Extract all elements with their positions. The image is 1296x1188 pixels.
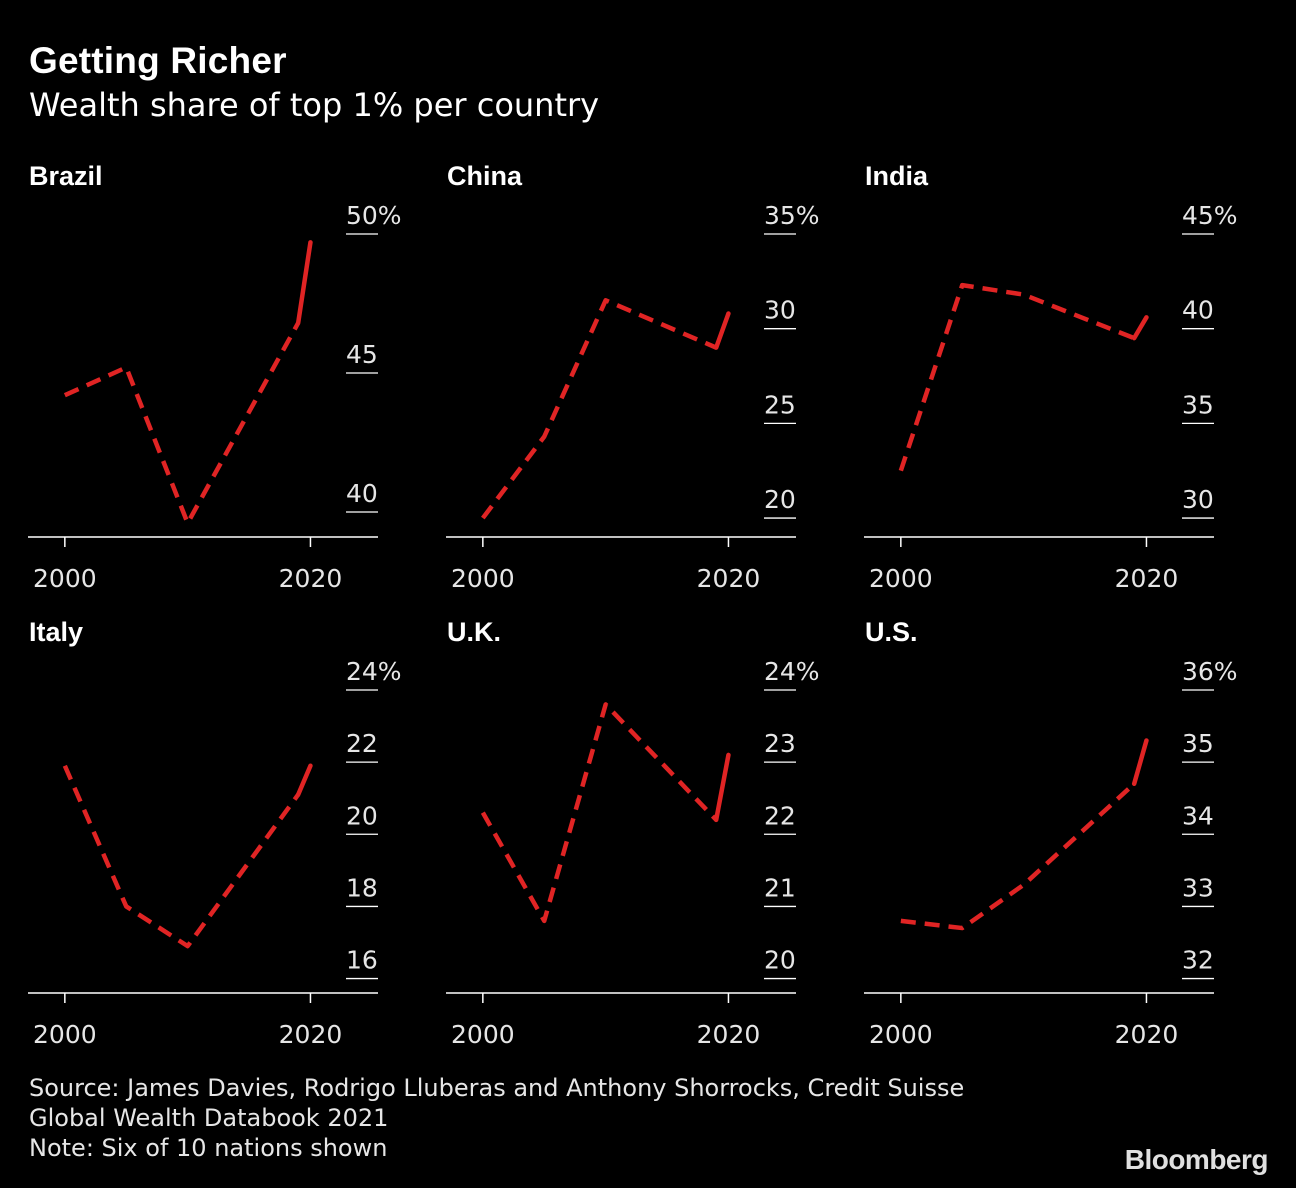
series-line-latest-india — [1131, 315, 1149, 341]
y-tick-label-india-1: 35 — [1182, 390, 1214, 419]
y-tick-label-india-2: 40 — [1182, 296, 1214, 325]
panel-india: India 30 35 40 45% 2000 2020 — [864, 161, 1238, 593]
panel-brazil: Brazil 40 45 50% 2000 2020 — [28, 161, 402, 593]
series-line-dashed-italy — [62, 764, 300, 949]
y-tick-label-u-s-4: 36% — [1182, 657, 1238, 686]
series-line-latest-china — [713, 311, 731, 350]
y-tick-label-brazil-1: 45 — [346, 340, 378, 369]
y-tick-label-india-0: 30 — [1182, 485, 1214, 514]
chart-title: Getting Richer — [29, 40, 287, 81]
y-tick-label-china-2: 30 — [764, 296, 796, 325]
source-note: Source: James Davies, Rodrigo Lluberas a… — [29, 1074, 965, 1102]
y-tick-label-u-s-3: 35 — [1182, 729, 1214, 758]
y-tick-label-u-s-1: 33 — [1182, 873, 1214, 902]
panel-title-u-k: U.K. — [447, 617, 501, 647]
panel-u-k: U.K. 20 21 22 23 24% 2000 2020 — [446, 617, 820, 1049]
x-tick-label-india-1: 2020 — [1115, 564, 1179, 593]
series-line-dashed-china — [481, 298, 718, 520]
y-tick-label-italy-2: 20 — [346, 801, 378, 830]
x-tick-label-u-k-1: 2020 — [697, 1020, 761, 1049]
y-tick-label-u-s-0: 32 — [1182, 946, 1214, 975]
x-tick-label-u-s-1: 2020 — [1115, 1020, 1179, 1049]
y-tick-label-brazil-2: 50% — [346, 201, 402, 230]
series-line-dashed-india — [898, 282, 1136, 472]
series-line-latest-u-k — [713, 752, 731, 823]
chart-subtitle: Wealth share of top 1% per country — [29, 86, 600, 124]
y-tick-label-u-k-0: 20 — [764, 946, 796, 975]
x-tick-label-india-0: 2000 — [869, 564, 933, 593]
panel-title-italy: Italy — [29, 617, 83, 647]
panel-china: China 20 25 30 35% 2000 2020 — [446, 161, 820, 593]
x-tick-label-brazil-0: 2000 — [33, 564, 97, 593]
y-tick-label-china-1: 25 — [764, 390, 796, 419]
panel-italy: Italy 16 18 20 22 24% 2000 2020 — [28, 617, 402, 1049]
series-line-latest-italy — [295, 763, 313, 797]
panel-title-india: India — [865, 161, 929, 191]
series-line-dashed-u-k — [480, 702, 718, 924]
x-tick-label-u-k-0: 2000 — [451, 1020, 515, 1049]
panel-title-china: China — [447, 161, 523, 191]
panel-title-brazil: Brazil — [29, 161, 103, 191]
series-line-dashed-brazil — [63, 321, 301, 526]
panel-u-s: U.S. 32 33 34 35 36% 2000 2020 — [864, 617, 1238, 1049]
y-tick-label-u-s-2: 34 — [1182, 801, 1214, 830]
series-line-latest-brazil — [295, 240, 313, 326]
source-note-continued: Global Wealth Databook 2021 — [29, 1104, 389, 1132]
x-tick-label-italy-1: 2020 — [279, 1020, 343, 1049]
y-tick-label-u-k-4: 24% — [764, 657, 820, 686]
y-tick-label-italy-1: 18 — [346, 873, 378, 902]
y-tick-label-italy-3: 22 — [346, 729, 378, 758]
y-tick-label-u-k-1: 21 — [764, 873, 796, 902]
y-tick-label-china-0: 20 — [764, 485, 796, 514]
y-tick-label-u-k-2: 22 — [764, 801, 796, 830]
y-tick-label-italy-0: 16 — [346, 946, 378, 975]
footnote: Note: Six of 10 nations shown — [29, 1134, 388, 1162]
x-tick-label-brazil-1: 2020 — [279, 564, 343, 593]
y-tick-label-u-k-3: 23 — [764, 729, 796, 758]
x-tick-label-china-1: 2020 — [697, 564, 761, 593]
x-tick-label-italy-0: 2000 — [33, 1020, 97, 1049]
y-tick-label-italy-4: 24% — [346, 657, 402, 686]
y-tick-label-brazil-0: 40 — [346, 479, 378, 508]
y-tick-label-india-3: 45% — [1182, 201, 1238, 230]
bloomberg-logo: Bloomberg — [1124, 1144, 1269, 1175]
x-tick-label-u-s-0: 2000 — [869, 1020, 933, 1049]
panel-title-u-s: U.S. — [865, 617, 918, 647]
series-line-latest-u-s — [1131, 738, 1149, 787]
series-line-dashed-u-s — [900, 782, 1136, 931]
x-tick-label-china-0: 2000 — [451, 564, 515, 593]
y-tick-label-china-3: 35% — [764, 201, 820, 230]
